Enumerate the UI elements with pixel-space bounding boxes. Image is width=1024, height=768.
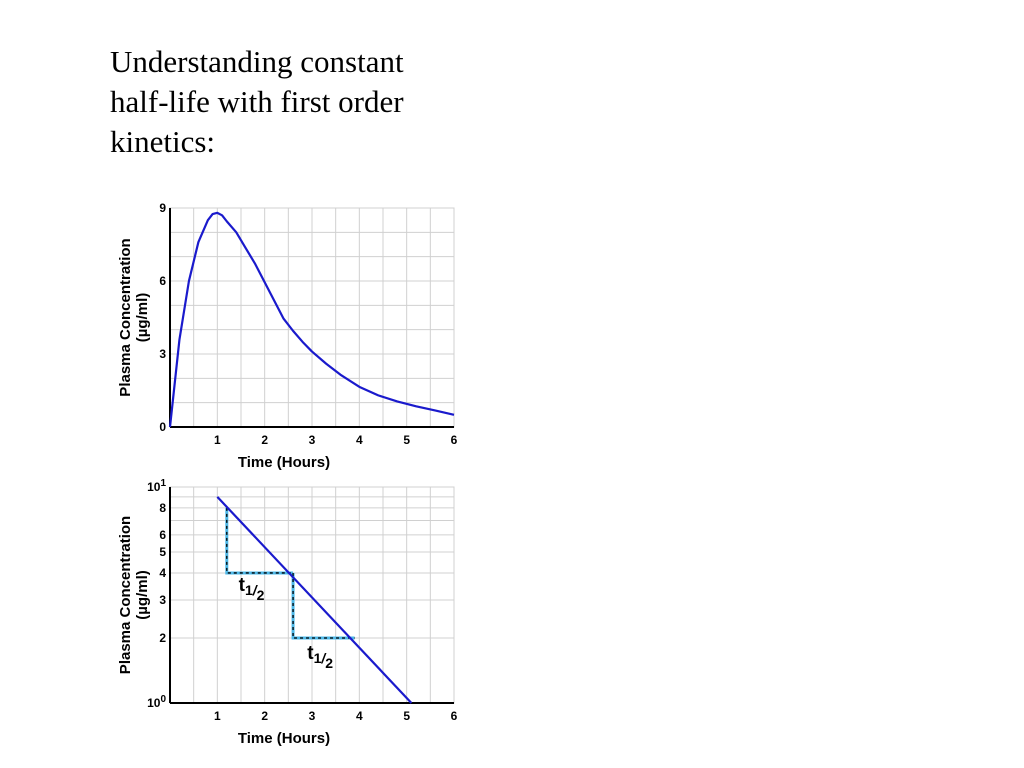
x-tick-label: 3 (309, 433, 316, 447)
y-axis-label: Plasma Concentration (µg/ml) (117, 238, 151, 396)
x-tick-label: 6 (451, 433, 458, 447)
slide-title-line-3: kinetics: (110, 124, 216, 159)
y-axis-label-line-1: Plasma Concentration (117, 238, 134, 396)
y-axis-label-line-2: (µg/ml) (134, 293, 151, 342)
x-tick-label: 2 (261, 433, 268, 447)
y-tick-label: 0 (159, 420, 166, 434)
series-line-1 (168, 211, 455, 428)
x-tick-label: 4 (356, 433, 363, 447)
slide-title: Understanding constant half-life with fi… (110, 42, 470, 162)
y-tick-label: 6 (159, 274, 166, 288)
x-axis-label: Time (Hours) (238, 454, 330, 471)
y-tick-label: 9 (159, 201, 166, 215)
y-tick-label: 3 (159, 347, 166, 361)
x-tick-label: 5 (403, 433, 410, 447)
x-tick-label: 1 (214, 433, 221, 447)
slide-title-line-1: Understanding constant (110, 44, 404, 79)
slide-title-line-2: half-life with first order (110, 84, 404, 119)
